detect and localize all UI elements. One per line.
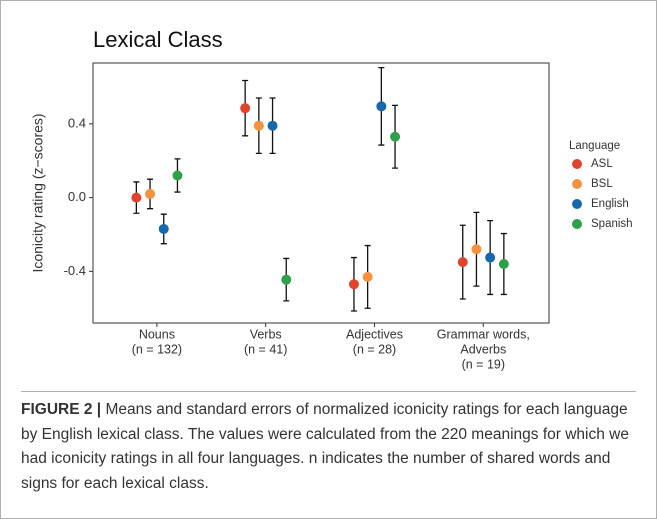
point bbox=[498, 258, 509, 269]
y-axis-label: Iconicity rating (z−scores) bbox=[30, 113, 46, 272]
x-tick-label: (n = 28) bbox=[353, 342, 396, 356]
x-tick-label: Grammar words, bbox=[437, 327, 530, 341]
legend-swatch bbox=[572, 219, 582, 229]
caption-label: FIGURE 2 | bbox=[21, 401, 102, 418]
legend-title: Language bbox=[569, 140, 620, 152]
y-tick-label: 0.0 bbox=[68, 189, 86, 204]
plot-frame bbox=[92, 62, 550, 324]
legend-label: English bbox=[591, 198, 629, 210]
point bbox=[172, 170, 183, 181]
point bbox=[485, 252, 496, 263]
chart-title: Lexical Class bbox=[93, 27, 223, 52]
caption: FIGURE 2 | Means and standard errors of … bbox=[21, 391, 636, 496]
x-tick-label: (n = 132) bbox=[132, 342, 182, 356]
point bbox=[145, 188, 156, 199]
point bbox=[348, 279, 359, 290]
point bbox=[390, 131, 401, 142]
x-tick-label: (n = 41) bbox=[244, 342, 287, 356]
point bbox=[471, 244, 482, 255]
legend-swatch bbox=[572, 159, 582, 169]
x-tick-label: Verbs bbox=[250, 327, 282, 341]
point bbox=[457, 257, 468, 268]
point bbox=[158, 223, 169, 234]
chart: Lexical Class Iconicity rating (z−scores… bbox=[30, 27, 633, 371]
point bbox=[253, 120, 264, 131]
legend-label: ASL bbox=[591, 158, 613, 170]
legend-label: Spanish bbox=[591, 218, 633, 230]
point bbox=[281, 274, 292, 285]
point bbox=[376, 101, 387, 112]
point bbox=[267, 120, 278, 131]
point bbox=[362, 271, 373, 282]
x-tick-label: Adjectives bbox=[346, 327, 403, 341]
legend-swatch bbox=[572, 179, 582, 189]
x-tick-label: Nouns bbox=[139, 327, 175, 341]
caption-text: Means and standard errors of normalized … bbox=[21, 401, 629, 492]
legend-label: BSL bbox=[591, 178, 613, 190]
point bbox=[131, 192, 142, 203]
legend-swatch bbox=[572, 199, 582, 209]
y-tick-label: -0.4 bbox=[64, 263, 86, 278]
x-tick-label: (n = 19) bbox=[462, 357, 505, 371]
x-tick-label: Adverbs bbox=[460, 342, 506, 356]
point bbox=[240, 103, 251, 114]
y-tick-label: 0.4 bbox=[68, 115, 86, 130]
